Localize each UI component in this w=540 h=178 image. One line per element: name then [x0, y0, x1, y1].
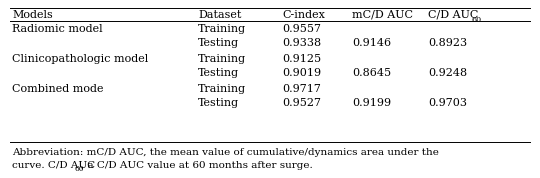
Text: Dataset: Dataset	[198, 9, 241, 20]
Text: 0.9338: 0.9338	[282, 38, 321, 48]
Text: 0.9527: 0.9527	[282, 98, 321, 109]
Text: Testing: Testing	[198, 98, 239, 109]
Text: 0.8645: 0.8645	[352, 69, 391, 78]
Text: 0.9125: 0.9125	[282, 54, 321, 64]
Text: Training: Training	[198, 54, 246, 64]
Text: 0.9146: 0.9146	[352, 38, 391, 48]
Text: curve. C/D AUC: curve. C/D AUC	[12, 161, 95, 169]
Text: 60: 60	[75, 165, 84, 173]
Text: 0.9019: 0.9019	[282, 69, 321, 78]
Text: C/D AUC: C/D AUC	[428, 9, 478, 20]
Text: 0.8923: 0.8923	[428, 38, 467, 48]
Text: 0.9703: 0.9703	[428, 98, 467, 109]
Text: 60: 60	[471, 16, 482, 24]
Text: Training: Training	[198, 83, 246, 93]
Text: Testing: Testing	[198, 69, 239, 78]
Text: Combined mode: Combined mode	[12, 83, 104, 93]
Text: mC/D AUC: mC/D AUC	[352, 9, 413, 20]
Text: Models: Models	[12, 9, 53, 20]
Text: Testing: Testing	[198, 38, 239, 48]
Text: Radiomic model: Radiomic model	[12, 23, 103, 33]
Text: Clinicopathologic model: Clinicopathologic model	[12, 54, 148, 64]
Text: 0.9248: 0.9248	[428, 69, 467, 78]
Text: 0.9199: 0.9199	[352, 98, 391, 109]
Text: , a C/D AUC value at 60 months after surge.: , a C/D AUC value at 60 months after sur…	[80, 161, 313, 169]
Text: Abbreviation: mC/D AUC, the mean value of cumulative/dynamics area under the: Abbreviation: mC/D AUC, the mean value o…	[12, 148, 439, 157]
Text: 0.9717: 0.9717	[282, 83, 321, 93]
Text: Training: Training	[198, 23, 246, 33]
Text: C-index: C-index	[282, 9, 325, 20]
Text: 0.9557: 0.9557	[282, 23, 321, 33]
